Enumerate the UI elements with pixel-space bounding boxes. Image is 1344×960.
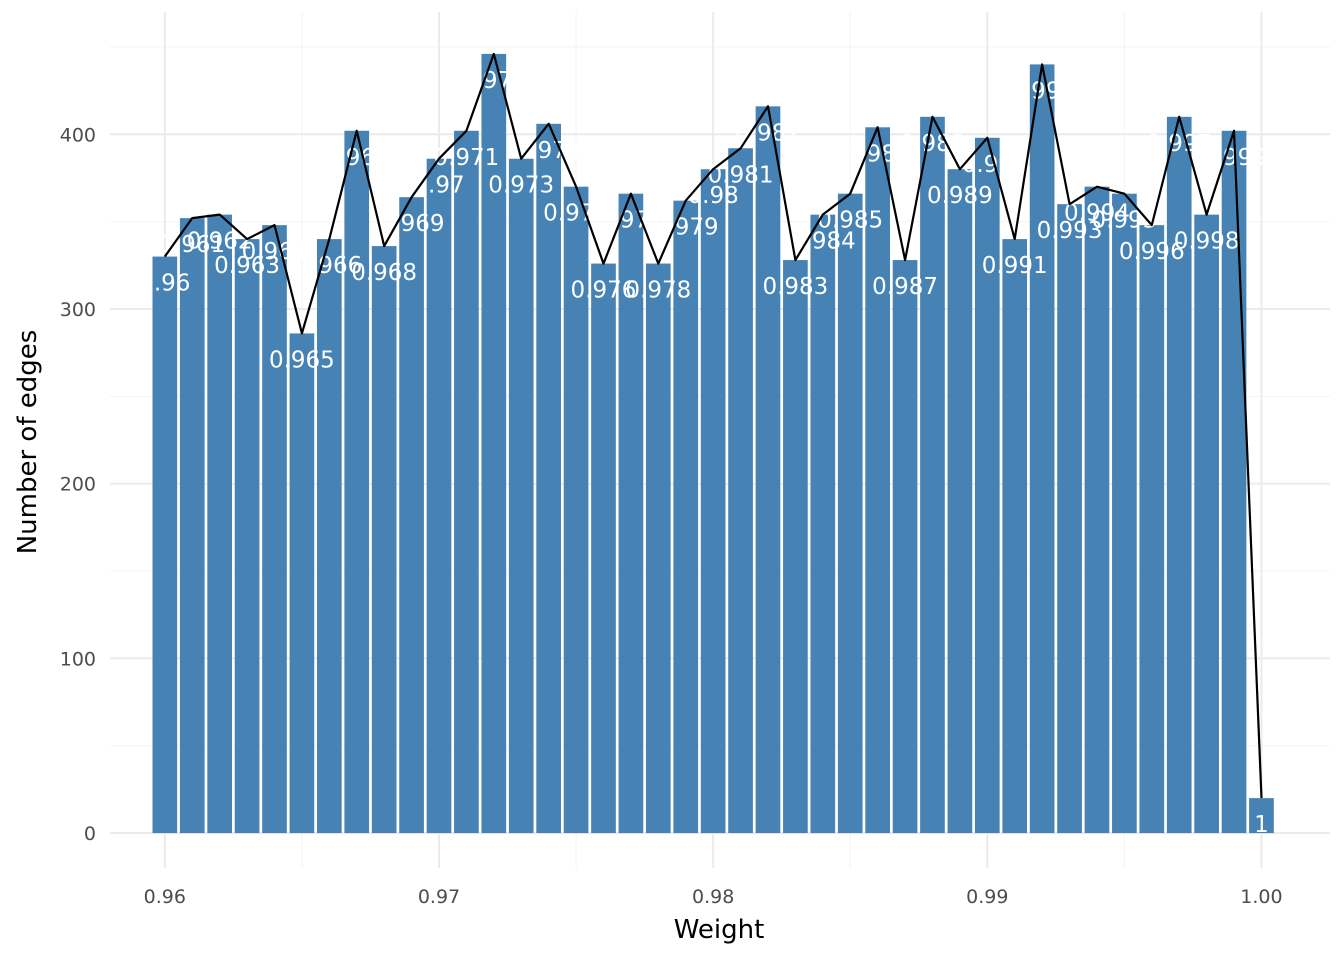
y-tick-label: 400 [60,124,96,146]
bar-value-label: 0.993 [1037,218,1103,244]
bar-value-label: 0.998 [1174,229,1240,255]
bar [810,214,836,834]
bar [234,239,260,834]
bar [454,130,479,834]
bar [1139,225,1165,834]
bar-value-label: 0.983 [762,274,828,300]
bar [371,246,397,834]
y-tick-label: 200 [60,474,96,496]
bar [207,214,232,834]
bar [1194,214,1219,834]
bar-value-label: 0.971 [433,145,499,171]
y-axis-ticks: 0 100 200 300 400 [60,124,96,845]
bar-value-label: 0.967 [324,145,390,171]
bar [262,225,287,834]
bars-layer [152,53,1274,834]
bar-value-label: 0.966 [296,253,362,279]
bar [289,333,315,834]
trend-line-layer [163,52,1263,799]
y-tick-label: 0 [84,823,96,845]
bar-value-label: 0.963 [214,253,280,279]
y-tick-label: 300 [60,299,96,321]
bar [563,186,589,834]
x-tick-label: 0.99 [966,886,1008,908]
bar [1112,193,1137,834]
bar [645,263,671,834]
bar [316,239,342,834]
bar [536,123,561,834]
bar [1084,186,1110,834]
x-axis-ticks: 0.96 0.97 0.98 0.99 1.00 [144,886,1283,908]
bar-value-label: 0.99 [962,152,1013,178]
bar [974,137,1000,834]
bar [947,169,973,834]
bar [892,260,918,834]
bar-value-label: 0.976 [571,278,637,304]
bar [728,148,753,834]
bar [426,158,452,834]
bar [399,197,424,834]
bar [508,158,534,834]
bar-value-label: 0.974 [516,138,582,164]
bar-value-label: 0.968 [351,260,417,286]
bar [1166,116,1192,834]
x-axis-title: Weight [674,915,765,945]
bar [673,200,699,834]
bar-value-label: 0.985 [817,208,883,234]
bar-value-label: 0.972 [461,68,527,94]
bar-value-label: 0.961 [159,232,225,258]
bar [1057,204,1082,834]
bar [481,53,507,834]
bar-value-label: 0.965 [269,347,335,373]
bar-value-label: 0.978 [625,278,691,304]
bar-value-label: 0.97 [413,173,464,199]
bar-value-label: 0.982 [735,120,801,146]
bar-value-label: 0.986 [845,141,911,167]
x-tick-label: 0.98 [692,886,734,908]
bar-value-label: 0.973 [488,173,554,199]
bar-value-label: 0.96 [139,271,190,297]
x-tick-label: 1.00 [1240,886,1282,908]
bar-value-label: 0.969 [379,211,445,237]
bar-value-label: 0.989 [927,183,993,209]
trend-line [163,52,1263,799]
bar [865,127,890,834]
bar-value-label: 0.975 [543,201,609,227]
bar-value-label: 0.996 [1119,239,1185,265]
bar-value-label: 0.988 [900,131,966,157]
bar-value-label: 0.991 [982,253,1048,279]
bar [344,130,370,834]
bar [1249,798,1274,834]
bar-value-label: 0.981 [708,162,774,188]
bar [1002,239,1028,834]
bar [783,260,808,834]
bar [618,193,644,834]
bar-value-label: 0.977 [598,208,664,234]
bar [152,256,178,834]
bar [1221,130,1247,834]
bar [1029,64,1055,834]
bar [591,263,616,834]
bar-value-label: 1 [1254,812,1269,838]
bar-value-label: 0.997 [1146,131,1212,157]
bar [755,106,781,834]
bar-labels-layer: 0.960.9610.9620.9630.9640.9650.9660.9670… [139,68,1269,838]
bar-value-label: 0.964 [242,239,308,265]
bar [179,218,205,834]
bar-value-label: 0.992 [1009,78,1075,104]
y-axis-title: Number of edges [13,330,43,555]
bar-value-label: 0.994 [1064,201,1130,227]
x-tick-label: 0.96 [144,886,186,908]
bar [920,116,945,834]
x-tick-label: 0.97 [418,886,460,908]
bar-value-label: 0.987 [872,274,938,300]
bar-value-label: 0.979 [653,215,719,241]
bar-value-label: 0.995 [1091,208,1157,234]
bar [700,169,726,834]
y-tick-label: 100 [60,648,96,670]
bar [837,193,863,834]
